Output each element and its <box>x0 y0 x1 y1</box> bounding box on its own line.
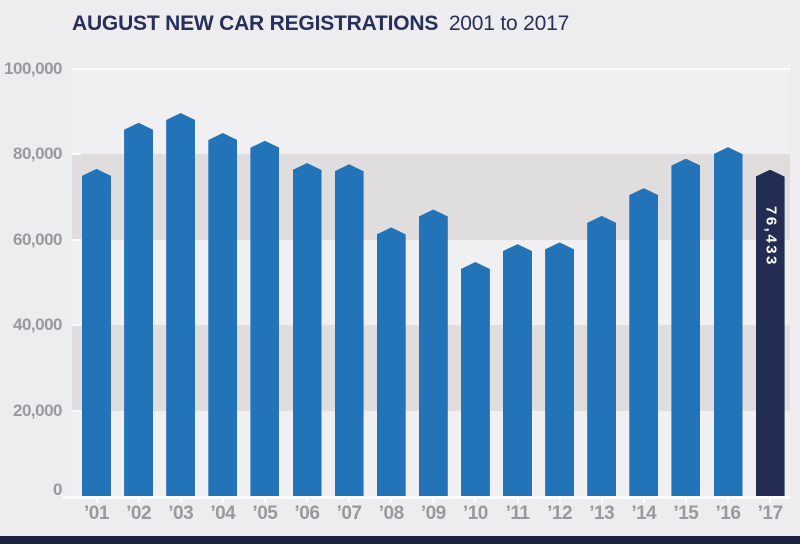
bar-’06 <box>292 162 322 496</box>
y-axis-tick <box>72 324 81 327</box>
x-axis-label-16: ’16 <box>715 503 741 524</box>
y-axis-label: 20,000 <box>13 400 63 420</box>
y-axis-label: 80,000 <box>13 144 63 164</box>
x-axis-tick <box>137 499 140 503</box>
chart-title: AUGUST NEW CAR REGISTRATIONS 2001 to 201… <box>72 12 569 36</box>
x-axis-label-05: ’05 <box>252 503 278 524</box>
bar-’11 <box>503 244 532 496</box>
x-axis-label-06: ’06 <box>294 503 320 524</box>
y-axis-tick <box>72 409 81 412</box>
bar-’01 <box>82 168 111 496</box>
bar-’03 <box>166 112 196 496</box>
x-axis-label-03: ’03 <box>168 503 194 524</box>
x-axis-tick <box>769 499 772 503</box>
gridline-100k <box>72 68 790 70</box>
x-axis-baseline <box>63 496 790 499</box>
x-axis-label-11: ’11 <box>505 503 530 524</box>
x-axis-tick <box>95 499 98 503</box>
y-axis-label: 100,000 <box>4 59 62 78</box>
chart-title-range: 2001 to 2017 <box>448 12 570 35</box>
x-axis-label-04: ’04 <box>210 503 236 524</box>
chart-title-main: AUGUST NEW CAR REGISTRATIONS <box>72 12 439 35</box>
bar-’07 <box>334 164 364 496</box>
footer-strip <box>0 536 800 544</box>
x-axis-label-02: ’02 <box>126 503 152 524</box>
bar-’12 <box>545 242 575 496</box>
bar-’05 <box>250 140 280 496</box>
x-axis-tick <box>348 499 351 503</box>
x-axis-label-08: ’08 <box>378 503 404 524</box>
x-axis-label-07: ’07 <box>336 503 362 524</box>
bar-’02 <box>124 122 154 496</box>
x-axis-label-14: ’14 <box>631 503 657 524</box>
x-axis-label-13: ’13 <box>589 503 615 524</box>
x-axis-tick <box>516 499 519 503</box>
x-axis-tick <box>179 499 182 503</box>
x-axis-tick <box>642 499 645 503</box>
y-axis-tick <box>72 68 81 70</box>
x-axis-label-12: ’12 <box>547 503 573 524</box>
bar-’16 <box>713 147 743 496</box>
x-axis-tick <box>474 499 477 503</box>
x-axis-tick <box>263 499 266 503</box>
x-axis-tick <box>221 499 224 503</box>
bar-’09 <box>418 209 448 496</box>
x-axis-tick <box>432 499 435 503</box>
x-axis-tick <box>600 499 603 503</box>
y-axis-tick <box>72 238 81 241</box>
x-axis-label-01: ’01 <box>84 503 109 524</box>
x-axis-label-09: ’09 <box>420 503 446 524</box>
y-axis-label: 0 <box>53 480 62 499</box>
bar-’13 <box>587 215 617 496</box>
x-axis-tick <box>306 499 308 503</box>
bar-’08 <box>376 227 406 496</box>
y-axis-tick <box>72 153 81 156</box>
bar-’04 <box>208 133 238 496</box>
y-axis-label: 60,000 <box>13 229 63 249</box>
x-axis-tick <box>558 499 561 503</box>
x-axis-label-10: ’10 <box>462 503 488 524</box>
bar-’14 <box>629 188 659 496</box>
x-axis-tick <box>727 499 729 503</box>
highlight-value-label: 76,433 <box>762 205 780 267</box>
bar-’15 <box>671 158 701 496</box>
x-axis-tick <box>390 499 393 503</box>
x-axis-tick <box>684 499 687 503</box>
x-axis-label-17: ’17 <box>757 503 783 524</box>
y-axis-label: 40,000 <box>13 315 63 335</box>
bar-highlighted-’17: 76,433 <box>755 169 785 496</box>
bar-’10 <box>460 262 490 496</box>
x-axis-label-15: ’15 <box>673 503 699 524</box>
